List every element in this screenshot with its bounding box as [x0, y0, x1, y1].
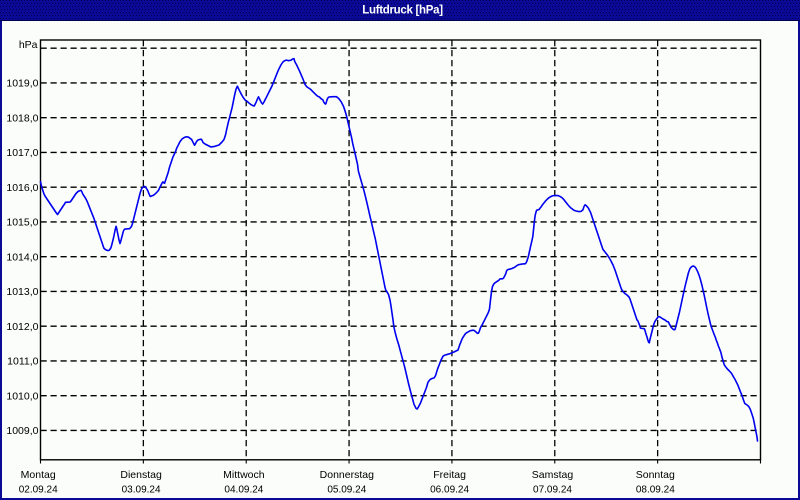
svg-text:Dienstag: Dienstag	[120, 469, 162, 481]
svg-text:1009,0: 1009,0	[6, 425, 38, 437]
svg-text:08.09.24: 08.09.24	[636, 485, 675, 496]
svg-text:1011,0: 1011,0	[7, 356, 38, 368]
svg-text:03.09.24: 03.09.24	[122, 485, 161, 496]
svg-text:Donnerstag: Donnerstag	[320, 469, 374, 481]
svg-text:04.09.24: 04.09.24	[224, 485, 263, 496]
svg-text:Luftdruck [hPa]: Luftdruck [hPa]	[362, 4, 443, 16]
svg-text:1010,0: 1010,0	[6, 390, 38, 402]
svg-text:1013,0: 1013,0	[6, 286, 38, 298]
svg-text:1014,0: 1014,0	[6, 251, 38, 263]
svg-text:hPa: hPa	[19, 39, 38, 51]
svg-text:Mittwoch: Mittwoch	[223, 469, 265, 481]
svg-text:1016,0: 1016,0	[6, 182, 38, 194]
svg-text:05.09.24: 05.09.24	[327, 485, 366, 496]
svg-text:1015,0: 1015,0	[6, 217, 38, 229]
svg-text:07.09.24: 07.09.24	[533, 485, 572, 496]
svg-text:Samstag: Samstag	[532, 469, 574, 481]
svg-text:1019,0: 1019,0	[6, 78, 38, 90]
svg-text:1017,0: 1017,0	[6, 147, 38, 159]
svg-text:1012,0: 1012,0	[6, 321, 38, 333]
svg-text:1018,0: 1018,0	[6, 112, 38, 124]
svg-text:02.09.24: 02.09.24	[19, 485, 58, 496]
svg-text:Freitag: Freitag	[433, 469, 466, 481]
svg-text:Sonntag: Sonntag	[636, 469, 675, 481]
svg-text:06.09.24: 06.09.24	[430, 485, 469, 496]
svg-text:Montag: Montag	[21, 469, 56, 481]
